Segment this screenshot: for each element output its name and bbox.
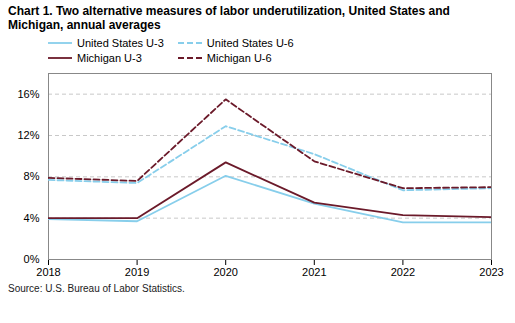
svg-text:2021: 2021 — [302, 266, 326, 278]
svg-text:2019: 2019 — [125, 266, 149, 278]
html-text:Source: U.S. Bureau of Labor S: Source: U.S. Bureau of Labor Statistics. — [8, 283, 185, 294]
html-text:Chart 1. Two alternative measu: Chart 1. Two alternative measures of lab… — [8, 4, 450, 32]
svg-text:0%: 0% — [24, 253, 40, 265]
svg-text:8%: 8% — [24, 170, 40, 182]
html-text:Michigan U-6: Michigan U-6 — [206, 52, 272, 64]
html-text:Michigan U-3: Michigan U-3 — [77, 52, 142, 64]
svg-text:16%: 16% — [17, 88, 39, 100]
svg-text:2020: 2020 — [213, 266, 237, 278]
svg-text:2023: 2023 — [479, 266, 503, 278]
html-text:United States U-6: United States U-6 — [206, 37, 294, 49]
html-text:United States U-3: United States U-3 — [77, 37, 164, 49]
svg-text:2022: 2022 — [391, 266, 415, 278]
svg-text:12%: 12% — [17, 129, 39, 141]
svg-text:4%: 4% — [24, 212, 40, 224]
svg-text:2018: 2018 — [36, 266, 60, 278]
